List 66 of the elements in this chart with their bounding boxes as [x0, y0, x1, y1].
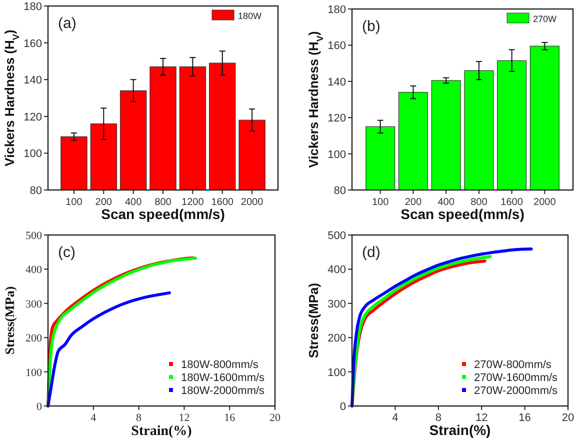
- y-tick-label: 300: [26, 298, 42, 310]
- x-tick-label: 1600: [500, 197, 524, 208]
- x-tick-label: 12: [178, 412, 190, 424]
- y-tick-label: 120: [328, 112, 346, 125]
- legend-label: 180W-2000mm/s: [181, 385, 266, 397]
- legend-label: 180W: [238, 11, 262, 21]
- y-axis-title: Stress(MPa): [2, 286, 17, 355]
- x-tick-label: 8: [435, 412, 442, 424]
- x-tick-label: 16: [224, 412, 236, 424]
- y-tick-label: 100: [26, 366, 42, 379]
- x-axis-title: Scan speed(mm/s): [400, 206, 524, 222]
- y-tick-label: 80: [334, 185, 346, 197]
- y-tick-label: 400: [328, 264, 346, 276]
- x-tick-label: 4: [392, 412, 398, 424]
- legend-label: 180W-800mm/s: [181, 359, 259, 371]
- legend-label: 270W: [533, 14, 558, 24]
- y-axis-title: Stress(MPa): [306, 282, 321, 358]
- x-tick-label: 2000: [240, 197, 264, 208]
- y-tick-label: 200: [328, 332, 346, 345]
- y-tick-label: 0: [340, 401, 346, 413]
- x-tick-label: 200: [404, 197, 422, 208]
- y-tick-label: 80: [30, 185, 42, 197]
- x-tick-label: 8: [136, 412, 142, 424]
- y-tick-label: 0: [36, 401, 42, 413]
- legend-label: 270W-1600mm/s: [474, 372, 558, 384]
- x-tick-label: 20: [270, 412, 281, 424]
- annotation: (d): [362, 244, 380, 261]
- annotation: (a): [58, 15, 76, 32]
- x-tick-label: 100: [66, 197, 83, 208]
- y-tick-label: 500: [328, 230, 346, 242]
- x-tick-label: 200: [95, 197, 112, 208]
- legend-label: 270W-2000mm/s: [474, 385, 558, 397]
- y-tick-label: 200: [26, 332, 42, 345]
- x-tick-label: 100: [372, 197, 390, 208]
- legend-label: 180W-1600mm/s: [181, 372, 266, 384]
- x-axis-title: Strain(%): [131, 424, 192, 439]
- y-tick-label: 100: [328, 148, 346, 161]
- x-tick-label: 1200: [182, 197, 204, 208]
- y-tick-label: 160: [24, 38, 42, 50]
- x-tick-label: 1600: [211, 197, 234, 208]
- y-tick-label: 500: [26, 230, 42, 242]
- legend-label: 270W-800mm/s: [474, 359, 552, 371]
- y-tick-label: 140: [328, 76, 346, 88]
- x-tick-label: 400: [438, 197, 455, 208]
- annotation: (b): [362, 18, 380, 35]
- x-tick-label: 800: [470, 197, 488, 208]
- y-tick-label: 400: [26, 264, 42, 276]
- y-tick-label: 120: [24, 111, 42, 124]
- x-tick-label: 4: [90, 412, 97, 424]
- x-tick-label: 12: [475, 412, 488, 424]
- y-tick-label: 100: [24, 148, 42, 160]
- annotation: (c): [58, 244, 76, 261]
- y-tick-label: 140: [24, 74, 42, 87]
- y-tick-label: 180: [328, 4, 346, 16]
- y-tick-label: 300: [328, 298, 346, 310]
- x-axis-title: Strain(%): [429, 422, 491, 438]
- line-series: [46, 291, 171, 408]
- x-tick-label: 2000: [534, 197, 556, 208]
- x-tick-label: 400: [124, 197, 142, 208]
- x-tick-label: 20: [562, 412, 574, 424]
- x-axis-title: Scan speed(mm/s): [101, 206, 225, 222]
- x-tick-label: 800: [154, 197, 172, 208]
- y-tick-label: 160: [328, 40, 346, 52]
- y-tick-label: 180: [24, 1, 42, 13]
- y-tick-label: 100: [328, 366, 346, 379]
- x-tick-label: 16: [518, 412, 531, 424]
